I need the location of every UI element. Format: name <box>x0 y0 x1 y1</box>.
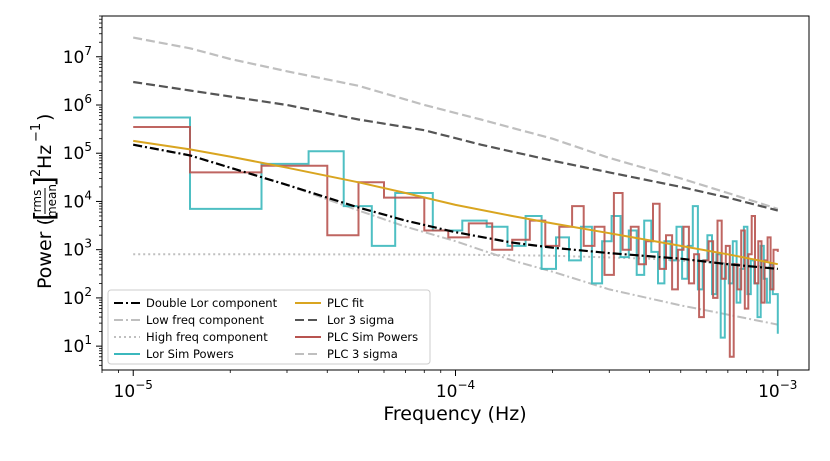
series-plc-3-sigma <box>132 36 779 210</box>
x-tick-label: 10−3 <box>758 378 797 402</box>
x-axis-label: Frequency (Hz) <box>383 403 526 425</box>
legend-label-double-lor-component: Double Lor component <box>146 296 278 310</box>
y-axis-label-frac-num: rms <box>30 190 44 213</box>
y-tick-label: 105 <box>63 140 92 164</box>
y-tick-label: 106 <box>63 92 92 116</box>
y-axis-label-bracket-open: [ <box>28 210 61 221</box>
series-low-freq-component <box>133 143 778 326</box>
series-double-lor-component <box>132 143 778 270</box>
legend-label-low-freq-component: Low freq component <box>146 313 264 327</box>
legend-label-lor-3-sigma: Lor 3 sigma <box>327 313 394 327</box>
legend-label-lor-sim-powers: Lor Sim Powers <box>146 347 234 361</box>
y-axis-label-prefix: Power ( <box>34 218 56 289</box>
legend-label-plc-sim-powers: PLC Sim Powers <box>327 330 418 344</box>
ticks-layer: 10−5 10−4 10−3 101 102 103 104 105 106 107 <box>63 15 797 402</box>
legend-label-plc-3-sigma: PLC 3 sigma <box>327 347 398 361</box>
series-plc-sim-powers <box>133 126 779 358</box>
x-tick-label: 10−4 <box>436 378 475 402</box>
y-axis-label-unit-exp: −1 <box>29 123 44 142</box>
legend-box <box>107 289 431 365</box>
x-tick-label: 10−5 <box>114 378 153 402</box>
y-tick-label: 103 <box>63 237 92 261</box>
y-tick-label: 104 <box>63 188 92 212</box>
y-tick-label: 102 <box>63 285 92 309</box>
y-axis-label-frac-den: mean <box>45 184 59 218</box>
legend-label-high-freq-component: High freq component <box>146 330 268 344</box>
y-axis-label-close: ) <box>34 114 56 121</box>
y-axis-label: Power ( [ rms mean ] 2 Hz −1 ) <box>28 114 61 289</box>
y-tick-label: 101 <box>63 333 92 357</box>
series-lor-3-sigma <box>133 80 779 212</box>
y-axis-label-bracket-close: ] <box>28 176 61 187</box>
legend: Double Lor component Low freq component Hi… <box>107 289 431 365</box>
series-layer <box>132 36 779 358</box>
series-plc-fit <box>133 139 778 266</box>
legend-label-plc-fit: PLC fit <box>327 296 364 310</box>
y-axis-label-sup: 2 <box>29 169 44 177</box>
y-tick-label: 107 <box>63 44 92 68</box>
y-axis-label-unit: Hz <box>34 145 56 169</box>
